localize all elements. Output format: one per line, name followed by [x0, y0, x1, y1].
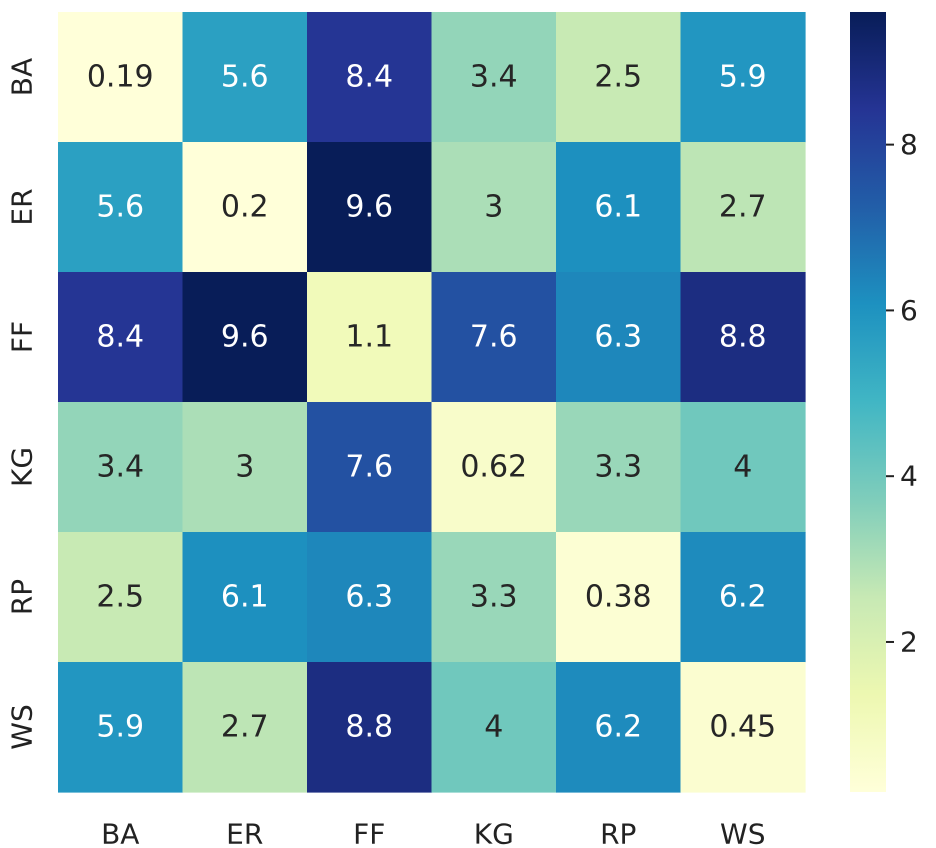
x-tick-label: FF — [353, 818, 385, 848]
cell-value-label: 3.4 — [470, 60, 518, 95]
heatmap-cell — [680, 662, 806, 793]
heatmap-cell — [182, 12, 308, 143]
heatmap-cell — [431, 12, 557, 143]
heatmap-cell — [182, 272, 308, 403]
cell-value-label: 7.6 — [470, 320, 518, 355]
cell-value-label: 9.6 — [345, 190, 393, 225]
heatmap-cell — [307, 402, 433, 533]
heatmap-cell — [182, 142, 308, 273]
cell-value-label: 5.6 — [221, 60, 269, 95]
heatmap-cell — [58, 662, 184, 793]
cell-value-label: 3 — [484, 190, 503, 225]
heatmap-cell — [58, 12, 184, 143]
cell-value-label: 8.8 — [719, 320, 767, 355]
cell-value-label: 0.2 — [221, 190, 269, 225]
y-tick-label: KG — [6, 447, 39, 487]
cell-value-label: 3.3 — [594, 450, 642, 485]
heatmap-cell — [307, 532, 433, 663]
heatmap-cell — [58, 532, 184, 663]
cell-value-label: 2.7 — [221, 710, 269, 745]
cell-value-label: 1.1 — [345, 320, 393, 355]
colorbar-tick-label: 2 — [900, 625, 918, 658]
heatmap-cell — [556, 532, 682, 663]
colorbar-tick-label: 6 — [900, 294, 918, 327]
heatmap-cell — [680, 402, 806, 533]
cell-value-label: 5.6 — [96, 190, 144, 225]
cell-value-label: 3.3 — [470, 580, 518, 615]
x-axis-ticks: BA ER FF KG RP WS — [101, 818, 765, 848]
heatmap-cell — [58, 142, 184, 273]
cell-value-label: 2.5 — [594, 60, 642, 95]
cell-value-label: 8.4 — [345, 60, 393, 95]
cell-value-label: 6.2 — [719, 580, 767, 615]
heatmap-cell — [182, 662, 308, 793]
heatmap-cells: 0.19 5.6 8.4 3.4 2.5 5.9 5.6 0.2 9.6 3 6.1 2.7 8.4 9.… — [58, 12, 806, 793]
x-tick-label: WS — [720, 818, 765, 848]
heatmap-cell — [431, 402, 557, 533]
cell-value-label: 6.2 — [594, 710, 642, 745]
cell-value-label: 8.4 — [96, 320, 144, 355]
cell-value-label: 4 — [733, 450, 752, 485]
x-tick-label: ER — [226, 818, 263, 848]
cell-value-label: 4 — [484, 710, 503, 745]
x-tick-label: RP — [600, 818, 636, 848]
colorbar-tick-label: 8 — [900, 128, 918, 161]
cell-value-label: 6.1 — [221, 580, 269, 615]
colorbar: 2 4 6 8 — [850, 12, 918, 792]
heatmap-cell — [431, 272, 557, 403]
heatmap-cell — [307, 12, 433, 143]
heatmap-cell — [556, 12, 682, 143]
heatmap-cell — [58, 402, 184, 533]
colorbar-tick-label: 4 — [900, 460, 918, 493]
cell-value-label: 6.1 — [594, 190, 642, 225]
cell-value-label: 0.19 — [87, 60, 154, 95]
heatmap-cell — [680, 272, 806, 403]
cell-value-label: 2.7 — [719, 190, 767, 225]
heatmap-cell — [556, 272, 682, 403]
heatmap-cell — [431, 662, 557, 793]
heatmap-cell — [680, 142, 806, 273]
heatmap-cell — [307, 272, 433, 403]
cell-value-label: 6.3 — [594, 320, 642, 355]
heatmap-cell — [680, 532, 806, 663]
y-tick-label: RP — [6, 579, 39, 615]
heatmap-cell — [556, 402, 682, 533]
cell-value-label: 5.9 — [719, 60, 767, 95]
cell-value-label: 6.3 — [345, 580, 393, 615]
heatmap-cell — [182, 532, 308, 663]
heatmap-cell — [307, 662, 433, 793]
y-tick-label: WS — [6, 704, 39, 749]
cell-value-label: 2.5 — [96, 580, 144, 615]
cell-value-label: 0.45 — [709, 710, 776, 745]
cell-value-label: 5.9 — [96, 710, 144, 745]
cell-value-label: 3.4 — [96, 450, 144, 485]
cell-value-label: 0.62 — [460, 450, 527, 485]
heatmap-cell — [431, 142, 557, 273]
cell-value-label: 0.38 — [585, 580, 652, 615]
heatmap-cell — [556, 142, 682, 273]
y-tick-label: BA — [6, 58, 39, 96]
heatmap-cell — [58, 272, 184, 403]
heatmap-cell — [182, 402, 308, 533]
cell-value-label: 9.6 — [221, 320, 269, 355]
cell-value-label: 3 — [235, 450, 254, 485]
x-tick-label: BA — [101, 818, 139, 848]
x-tick-label: KG — [474, 818, 514, 848]
heatmap-cell — [307, 142, 433, 273]
cell-value-label: 7.6 — [345, 450, 393, 485]
colorbar-gradient — [850, 12, 886, 792]
y-axis-ticks: BA ER FF KG RP WS — [6, 58, 39, 750]
y-tick-label: ER — [6, 188, 39, 225]
y-tick-label: FF — [6, 321, 39, 353]
cell-value-label: 8.8 — [345, 710, 393, 745]
heatmap-cell — [680, 12, 806, 143]
heatmap-cell — [556, 662, 682, 793]
heatmap-cell — [431, 532, 557, 663]
